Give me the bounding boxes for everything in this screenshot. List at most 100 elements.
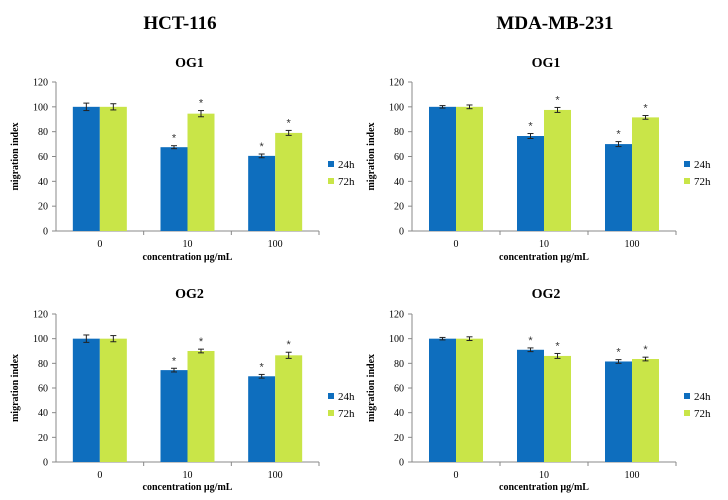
bar-72h-100 [632,117,659,231]
column-title-hct116: HCT-116 [143,13,216,34]
legend-label-24h: 24h [694,159,711,171]
bar-24h-0 [72,338,100,462]
x-tick-label: 10 [183,239,193,250]
bar-72h-0 [456,106,483,231]
bar-72h-100 [275,132,303,231]
y-axis-label: migration index [366,122,377,190]
y-tick-label: 80 [394,127,404,138]
bar-72h-0 [99,106,127,231]
x-tick-label: 0 [97,470,102,481]
significance-star: * [199,336,204,348]
x-tick-label: 100 [625,470,640,481]
legend-swatch-24h [684,393,690,399]
column-title-mdamb231: MDA-MB-231 [496,13,613,34]
significance-star: * [172,355,177,367]
y-tick-label: 60 [394,384,404,395]
x-axis-label: concentration µg/mL [499,482,589,493]
y-tick-label: 20 [394,433,404,444]
x-tick-label: 100 [625,239,640,250]
x-tick-label: 0 [454,239,459,250]
x-tick-label: 100 [268,239,283,250]
x-tick-label: 0 [97,239,102,250]
legend-label-72h: 72h [338,176,355,188]
significance-star: * [528,335,533,347]
y-tick-label: 120 [389,310,404,321]
legend-label-24h: 24h [338,159,355,171]
y-tick-label: 100 [389,334,404,345]
y-tick-label: 40 [38,408,48,419]
y-tick-label: 40 [394,408,404,419]
x-tick-label: 10 [539,239,549,250]
significance-star: * [199,98,204,110]
y-tick-label: 120 [33,310,48,321]
bar-24h-100 [605,361,632,462]
y-tick-label: 100 [33,102,48,113]
y-tick-label: 0 [399,458,404,469]
y-tick-label: 100 [389,102,404,113]
bar-72h-10 [187,113,215,231]
significance-star: * [287,117,292,129]
y-tick-label: 80 [38,359,48,370]
significance-star: * [260,361,265,373]
significance-star: * [528,121,533,133]
y-tick-label: 60 [38,384,48,395]
bar-24h-0 [72,106,100,231]
legend-label-24h: 24h [694,391,711,403]
y-axis-label: migration index [10,122,21,190]
x-axis-label: concentration µg/mL [143,252,233,263]
y-tick-label: 120 [33,78,48,89]
significance-star: * [616,129,621,141]
significance-star: * [643,344,648,356]
bar-72h-100 [632,359,659,462]
legend-swatch-72h [684,178,690,184]
x-tick-label: 100 [268,470,283,481]
bar-24h-100 [248,376,276,462]
significance-star: * [287,339,292,351]
y-axis-label: migration index [10,354,21,422]
x-tick-label: 10 [183,470,193,481]
bar-24h-10 [517,349,544,462]
bar-72h-100 [275,355,303,462]
x-axis-label: concentration µg/mL [499,252,589,263]
bar-72h-0 [99,338,127,462]
y-tick-label: 100 [33,334,48,345]
bar-24h-10 [160,147,188,231]
legend-swatch-24h [328,161,334,167]
bar-24h-100 [605,144,632,231]
significance-star: * [172,133,177,145]
panel-title: OG2 [175,287,204,302]
y-tick-label: 80 [394,359,404,370]
y-tick-label: 20 [394,202,404,213]
panel-title: OG1 [532,56,561,71]
legend-swatch-72h [684,410,690,416]
legend-swatch-72h [328,410,334,416]
y-tick-label: 60 [38,152,48,163]
x-axis-label: concentration µg/mL [143,482,233,493]
significance-star: * [555,340,560,352]
legend-swatch-72h [328,178,334,184]
legend-label-72h: 72h [338,408,355,420]
bar-24h-10 [160,370,188,462]
y-tick-label: 40 [394,177,404,188]
x-tick-label: 0 [454,470,459,481]
x-tick-label: 10 [539,470,549,481]
significance-star: * [260,141,265,153]
y-tick-label: 40 [38,177,48,188]
significance-star: * [555,94,560,106]
bar-24h-100 [248,155,276,231]
bar-24h-0 [429,338,456,462]
y-tick-label: 120 [389,78,404,89]
legend-label-24h: 24h [338,391,355,403]
bar-72h-10 [544,355,571,462]
bar-72h-0 [456,338,483,462]
legend-label-72h: 72h [694,408,711,420]
bar-72h-10 [544,109,571,231]
panel-title: OG1 [175,56,204,71]
y-tick-label: 0 [43,458,48,469]
legend-label-72h: 72h [694,176,711,188]
y-axis-label: migration index [366,354,377,422]
